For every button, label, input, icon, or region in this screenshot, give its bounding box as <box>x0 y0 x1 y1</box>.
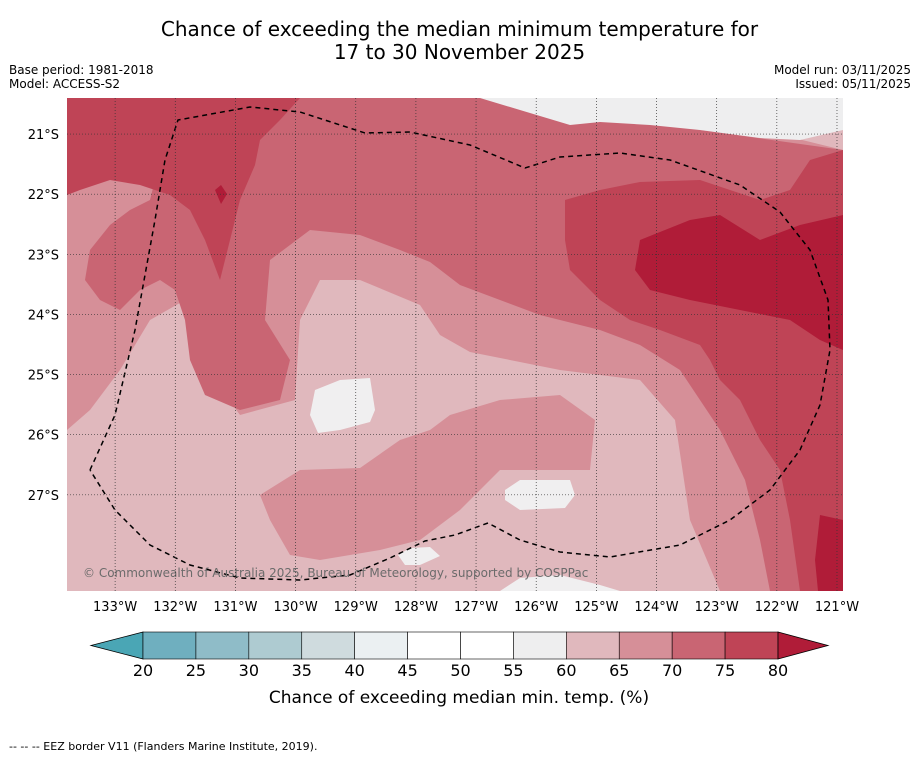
colorbar-segment <box>671 631 726 660</box>
colorbar-tick-label: 80 <box>768 661 788 680</box>
colorbar-tick-label: 60 <box>556 661 576 680</box>
x-tick-label: 126°W <box>514 600 558 615</box>
issued-date: Issued: 05/11/2025 <box>795 77 911 91</box>
colorbar-segment <box>354 631 408 660</box>
y-tick-label: 27°S <box>28 489 59 504</box>
colorbar-segment <box>195 631 250 660</box>
colorbar-segment <box>248 631 303 660</box>
region-55-60-a <box>310 378 375 433</box>
colorbar: 20 25 30 35 40 45 50 55 60 65 70 75 80 <box>89 631 830 680</box>
colorbar-tick-label: 50 <box>450 661 470 680</box>
y-tick-label: 21°S <box>28 128 59 143</box>
y-tick-label: 26°S <box>28 429 59 444</box>
meta-right: Model run: 03/11/2025 Issued: 05/11/2025 <box>774 63 911 91</box>
colorbar-segment <box>301 631 355 660</box>
model-name: Model: ACCESS-S2 <box>9 77 121 91</box>
colorbar-tick-label: 65 <box>609 661 629 680</box>
x-tick-label: 129°W <box>334 600 378 615</box>
x-tick-label: 125°W <box>574 600 618 615</box>
region-55-60-d <box>500 575 620 591</box>
y-tick-label: 25°S <box>28 369 59 384</box>
y-tick-label: 22°S <box>28 188 59 203</box>
gridlines <box>67 98 843 591</box>
colorbar-segment <box>142 631 197 660</box>
model-run: Model run: 03/11/2025 <box>773 63 911 77</box>
base-period: Base period: 1981-2018 <box>9 63 154 77</box>
region-75-80 <box>67 98 843 591</box>
colorbar-tick-label: 20 <box>133 661 153 680</box>
region-55-60-c <box>398 547 440 565</box>
colorbar-extend-high <box>777 631 830 660</box>
colorbar-segment <box>460 631 514 660</box>
colorbar-tick-label: 40 <box>344 661 364 680</box>
region-55-60-top <box>480 98 843 140</box>
y-tick-label: 23°S <box>28 248 59 263</box>
x-tick-label: 121°W <box>815 600 859 615</box>
colorbar-tick-label: 30 <box>239 661 259 680</box>
colorbar-segment <box>407 631 461 660</box>
y-tick-label: 24°S <box>28 308 59 323</box>
x-axis-ticks: 133°W 132°W 131°W 130°W 129°W 128°W 127°W 126°W… <box>93 600 859 615</box>
region-above-80 <box>215 185 843 591</box>
x-tick-label: 127°W <box>454 600 498 615</box>
x-tick-label: 122°W <box>755 600 799 615</box>
x-tick-label: 132°W <box>153 600 197 615</box>
x-tick-label: 128°W <box>394 600 438 615</box>
map-area: © Commonwealth of Australia 2025, Bureau… <box>67 98 843 591</box>
colorbar-segment <box>618 631 673 660</box>
colorbar-segment <box>724 631 779 660</box>
meta-left: Base period: 1981-2018 Model: ACCESS-S2 <box>9 63 154 91</box>
x-tick-label: 131°W <box>213 600 257 615</box>
attribution: © Commonwealth of Australia 2025, Bureau… <box>83 566 588 580</box>
colorbar-label: Chance of exceeding median min. temp. (%… <box>269 688 649 708</box>
x-tick-label: 123°W <box>695 600 739 615</box>
colorbar-tick-label: 75 <box>715 661 735 680</box>
colorbar-extend-low <box>89 631 144 660</box>
colorbar-tick-label: 70 <box>662 661 682 680</box>
chart-title: Chance of exceeding the median minimum t… <box>0 18 919 64</box>
x-tick-label: 124°W <box>634 600 678 615</box>
colorbar-tick-label: 45 <box>397 661 417 680</box>
colorbar-segment <box>513 631 567 660</box>
x-tick-label: 133°W <box>93 600 137 615</box>
colorbar-tick-label: 35 <box>292 661 312 680</box>
region-55-60-b <box>505 480 575 510</box>
y-axis-ticks: 21°S 22°S 23°S 24°S 25°S 26°S 27°S <box>28 128 59 504</box>
colorbar-tick-label: 25 <box>186 661 206 680</box>
colorbar-tick-label: 55 <box>503 661 523 680</box>
title-line-1: Chance of exceeding the median minimum t… <box>160 17 759 41</box>
x-tick-label: 130°W <box>274 600 318 615</box>
title-line-2: 17 to 30 November 2025 <box>333 40 586 64</box>
colorbar-segment <box>566 631 620 660</box>
eez-border <box>89 106 831 581</box>
eez-legend-note: -- -- -- EEZ border V11 (Flanders Marine… <box>9 740 318 753</box>
